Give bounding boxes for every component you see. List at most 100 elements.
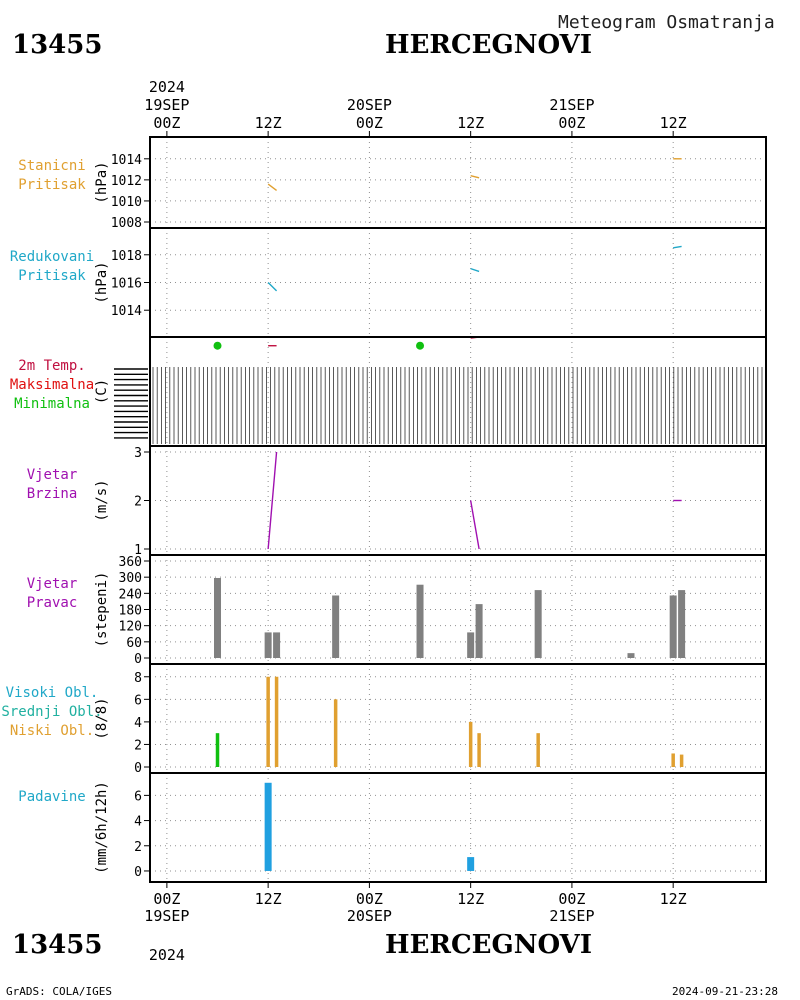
ytick-label: 1 (134, 543, 142, 558)
data-bar (332, 595, 340, 658)
ytick-label: 180 (119, 604, 142, 619)
panel-label: Srednji Obl. (1, 704, 102, 720)
data-bar (468, 721, 473, 767)
panel-label: Redukovani (10, 249, 94, 265)
panel-label: 2m Temp. (18, 358, 85, 374)
panel-reduced-pressure (144, 227, 767, 338)
series-line (673, 245, 682, 249)
panel-label: Stanicni (18, 158, 85, 174)
panel-label: Brzina (27, 486, 78, 502)
panel-label: Pravac (27, 595, 78, 611)
y-axis-label: (mm/6h/12h) (94, 781, 110, 874)
ytick-label: 8 (134, 671, 142, 686)
data-bar (273, 632, 281, 658)
data-bar (536, 733, 540, 767)
y-axis-label: (8/8) (94, 697, 110, 739)
product-title: Meteogram Osmatranja (558, 12, 775, 33)
data-bar (416, 584, 424, 658)
hour-label-bottom: 00Z (558, 890, 585, 908)
panel-label: Niski Obl. (10, 723, 94, 739)
date-label-bottom: 19SEP (144, 907, 189, 925)
ytick-label: 0 (134, 652, 142, 667)
data-bar (477, 733, 481, 767)
station-name-top: HERCEGNOVI (385, 30, 592, 60)
hour-label-bottom: 12Z (457, 890, 484, 908)
date-label-bottom: 20SEP (347, 907, 392, 925)
ytick-label: 1016 (111, 277, 142, 292)
ytick-label: 2 (134, 840, 142, 855)
data-bar (534, 590, 542, 658)
date-label-top: 19SEP (144, 96, 189, 114)
series-line (267, 282, 278, 292)
marker-point (416, 341, 425, 350)
series-line (470, 267, 480, 273)
data-bar (669, 595, 677, 658)
ytick-label: 4 (134, 815, 142, 830)
panel-label: Pritisak (18, 268, 86, 284)
ytick-label: 120 (119, 620, 142, 635)
panel-frame (149, 227, 767, 338)
station-id-bottom: 13455 (12, 930, 103, 960)
panel-station-pressure (144, 136, 767, 229)
panel-label: Pritisak (18, 177, 86, 193)
ytick-label: 360 (119, 555, 142, 570)
ytick-label: 4 (134, 716, 142, 731)
station-name-bottom: HERCEGNOVI (385, 930, 592, 960)
ytick-label: 6 (134, 789, 142, 804)
ytick-label: 1014 (111, 304, 142, 319)
series-line (469, 500, 480, 550)
panel-precipitation (144, 772, 767, 883)
ytick-label: 1014 (111, 153, 142, 168)
credit-text: GrADS: COLA/IGES (6, 985, 112, 998)
panel-wind-speed (144, 445, 767, 556)
data-bar (679, 754, 684, 767)
data-bar (264, 632, 272, 658)
data-bar (467, 857, 475, 871)
ytick-label: 2 (134, 495, 142, 510)
y-axis-label: (hPa) (94, 161, 110, 203)
hour-label-bottom: 12Z (660, 890, 687, 908)
data-bar (671, 753, 675, 767)
timestamp-text: 2024-09-21-23:28 (672, 985, 778, 998)
ytick-label: 0 (134, 761, 142, 776)
panel-temperature (114, 336, 767, 447)
data-bar (333, 699, 338, 767)
ytick-label: 1018 (111, 249, 142, 264)
marker-point (213, 341, 222, 350)
ytick-label: 1010 (111, 195, 142, 210)
y-axis-label: (m/s) (94, 479, 110, 521)
hour-label-bottom: 00Z (356, 890, 383, 908)
ytick-label: 3 (134, 446, 142, 461)
station-id-top: 13455 (12, 30, 103, 60)
hour-label-bottom: 00Z (153, 890, 180, 908)
panel-cloud-cover (144, 663, 767, 774)
data-bar (264, 782, 272, 871)
ytick-label: 1008 (111, 216, 142, 231)
date-label-top: 21SEP (549, 96, 594, 114)
panel-label: Visoki Obl. (6, 685, 99, 701)
y-axis-label: (C) (94, 379, 110, 404)
y-axis-label: (hPa) (94, 261, 110, 303)
date-label-bottom: 21SEP (549, 907, 594, 925)
ytick-label: 6 (134, 693, 142, 708)
hour-label-top: 12Z (457, 114, 484, 132)
data-bar (266, 676, 270, 767)
data-bar (214, 577, 222, 658)
year-label-bottom: 2024 (149, 946, 185, 964)
panel-label: Padavine (18, 789, 85, 805)
data-bar (627, 653, 635, 658)
ytick-label: 1012 (111, 174, 142, 189)
date-label-top: 20SEP (347, 96, 392, 114)
hour-label-top: 00Z (558, 114, 585, 132)
data-bar (475, 604, 483, 658)
hour-label-top: 12Z (660, 114, 687, 132)
ytick-label: 2 (134, 738, 142, 753)
ytick-label: 60 (126, 636, 142, 651)
data-bar (215, 733, 220, 767)
panel-wind-direction (144, 554, 767, 665)
series-line (470, 174, 480, 179)
panel-label: Maksimalna (10, 377, 94, 393)
series-line (267, 451, 278, 550)
panel-label: Vjetar (27, 576, 78, 592)
